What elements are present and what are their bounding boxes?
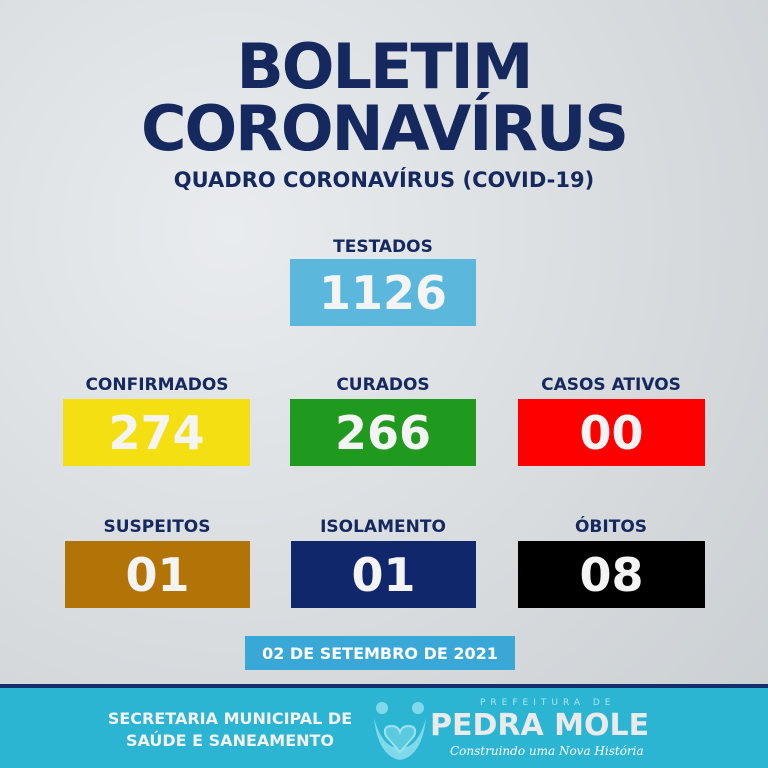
logo-slogan: Construindo uma Nova História	[450, 744, 644, 758]
obitos-label: ÓBITOS	[574, 517, 648, 537]
testados-box: 1126	[290, 259, 476, 326]
pedra-mole-logo: PREFEITURA DE PEDRA MOLE Construindo uma…	[370, 694, 660, 768]
obitos-box: 08	[518, 541, 705, 608]
title-line1: BOLETIM	[236, 30, 534, 103]
logo-name: PEDRA MOLE	[430, 708, 650, 743]
logo-prefix: PREFEITURA DE	[480, 698, 616, 708]
testados-label: TESTADOS	[333, 237, 433, 257]
isolamento-box: 01	[291, 541, 476, 608]
confirmados-label: CONFIRMADOS	[85, 375, 229, 395]
secretaria-line1: SECRETARIA MUNICIPAL DE	[107, 709, 353, 728]
confirmados-box: 274	[63, 399, 250, 466]
suspeitos-label: SUSPEITOS	[103, 517, 211, 537]
date-banner: 02 DE SETEMBRO DE 2021	[245, 636, 515, 670]
secretaria-text: SECRETARIA MUNICIPAL DE SAÚDE E SANEAMEN…	[95, 708, 365, 752]
isolamento-label: ISOLAMENTO	[320, 517, 446, 537]
casos-ativos-box: 00	[518, 399, 705, 466]
curados-label: CURADOS	[336, 375, 430, 395]
footer: SECRETARIA MUNICIPAL DE SAÚDE E SANEAMEN…	[0, 684, 768, 768]
suspeitos-box: 01	[65, 541, 250, 608]
title-line2: CORONAVÍRUS	[140, 92, 629, 165]
subtitle: QUADRO CORONAVÍRUS (COVID-19)	[173, 168, 595, 192]
curados-box: 266	[290, 399, 476, 466]
heart-people-icon	[374, 702, 426, 760]
secretaria-line2: SAÚDE E SANEAMENTO	[125, 731, 335, 750]
casos-ativos-label: CASOS ATIVOS	[541, 375, 681, 395]
